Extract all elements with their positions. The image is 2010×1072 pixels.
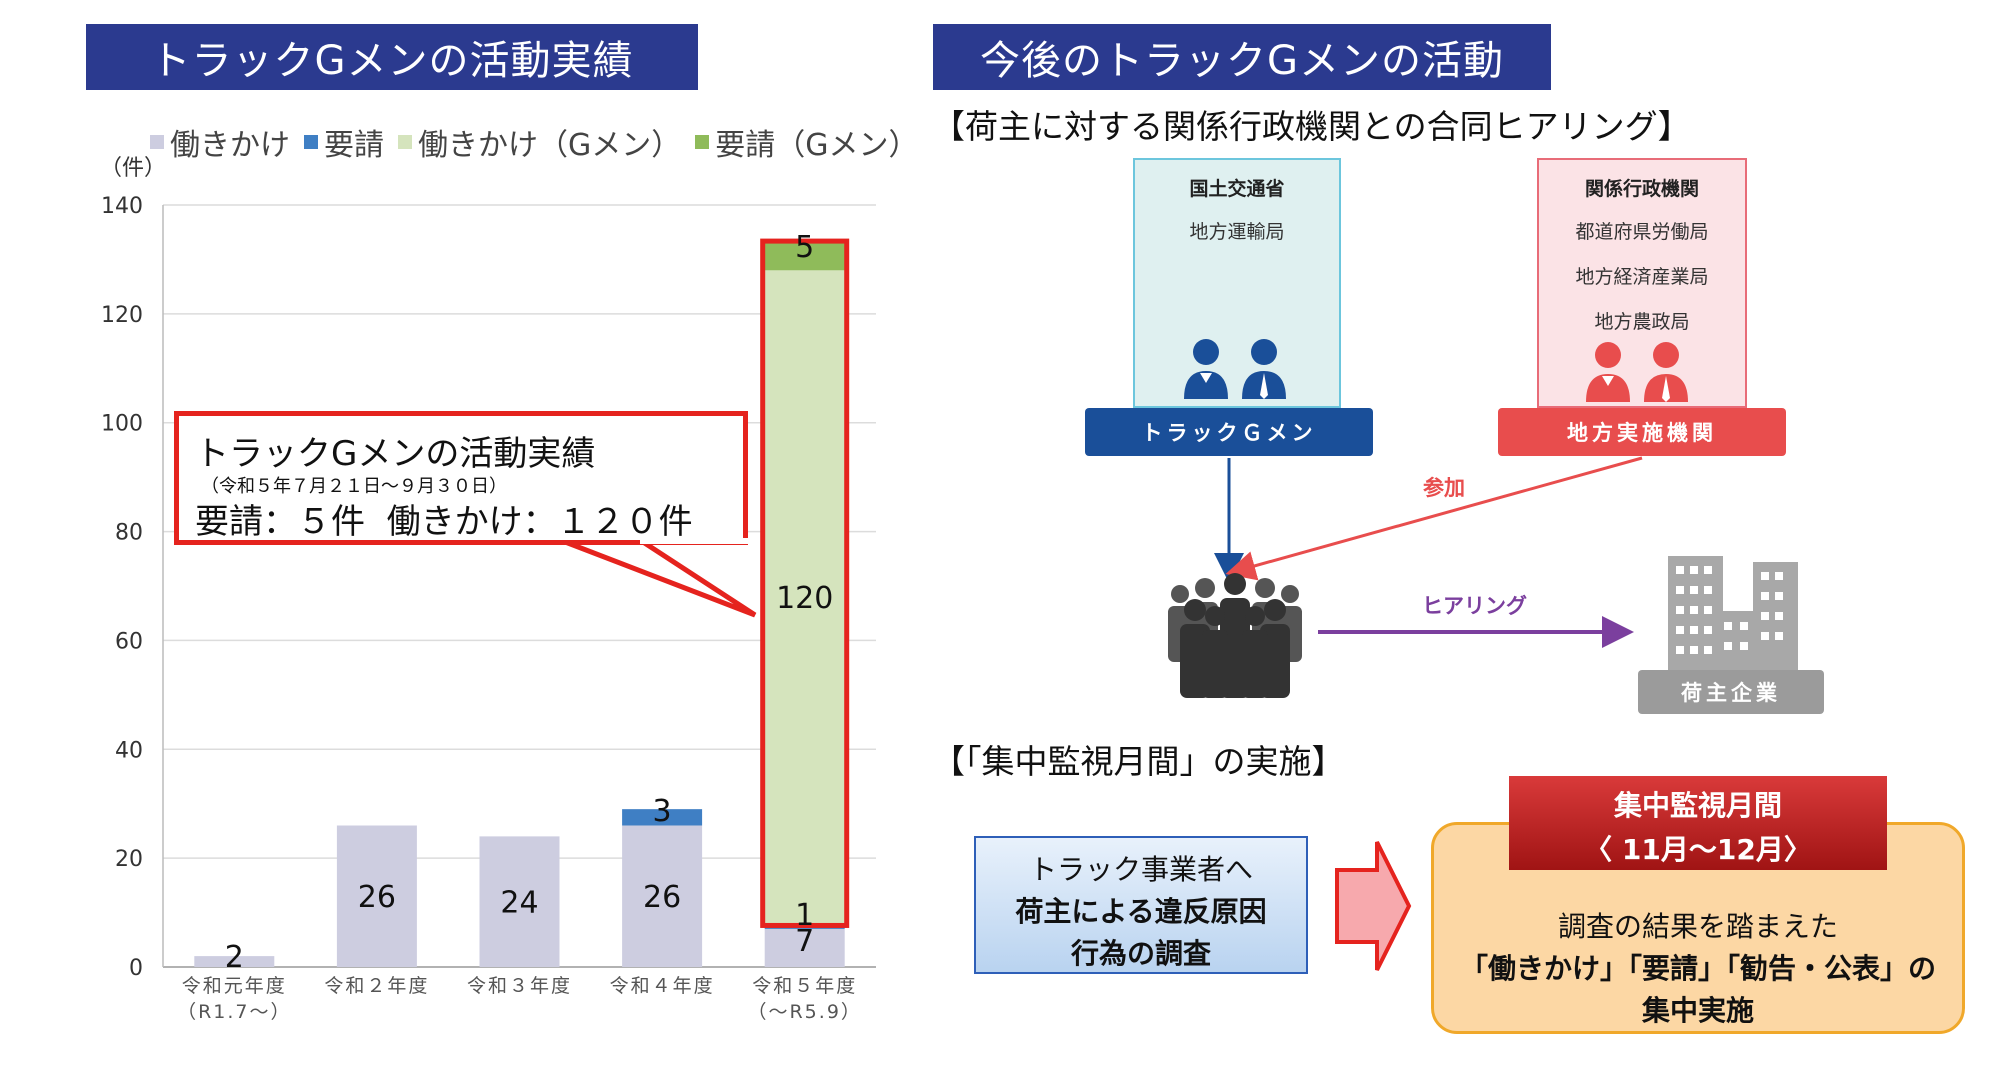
flow-arrows — [1214, 456, 1643, 648]
monitoring-period-banner: 集中監視月間 〈 11月～12月〉 — [1509, 776, 1887, 870]
x-category-label: （～R5.9） — [747, 1001, 861, 1023]
y-tick-label: 140 — [101, 194, 143, 219]
bar-segment — [479, 836, 560, 967]
bar-segment — [764, 243, 845, 271]
chart-legend: 働きかけ 要請 働きかけ（Gメン） 要請（Gメン） — [150, 120, 933, 164]
legend-swatch — [695, 135, 710, 149]
hearing-section-title: 【荷主に対する関係行政機関との合同ヒアリング】 — [932, 107, 1691, 146]
data-label: 120 — [776, 581, 833, 616]
x-category-label: 令和元年度 — [182, 975, 287, 997]
result-line1: 調査の結果を踏まえた — [1557, 910, 1838, 943]
x-category-label: 令和５年度 — [752, 975, 857, 997]
data-label: 26 — [643, 880, 681, 915]
related-item: 都道府県労働局 — [1575, 221, 1709, 243]
monitoring-period-range: 〈 11月～12月〉 — [1584, 833, 1812, 866]
related-agencies-box: 関係行政機関 都道府県労働局 地方経済産業局 地方農政局 — [1537, 158, 1747, 408]
x-category-label: 令和２年度 — [324, 975, 429, 997]
right-arrow-icon — [1335, 841, 1412, 971]
bar-segment — [764, 270, 845, 924]
y-tick-label: 100 — [101, 412, 143, 437]
callout-box: トラックGメンの活動実績 （令和５年７月２１日～９月３０日） 要請：５件 働きか… — [174, 411, 748, 545]
y-tick-label: 0 — [129, 956, 143, 981]
data-label: 24 — [500, 886, 538, 921]
callout-title: トラックGメンの活動実績 — [195, 434, 596, 474]
y-tick-label: 60 — [115, 629, 143, 654]
data-label: 3 — [653, 794, 672, 829]
data-label: 5 — [795, 230, 814, 265]
officials-icon-red — [1586, 342, 1688, 402]
crowd-icon — [1168, 573, 1302, 698]
y-tick-label: 80 — [115, 521, 143, 546]
bar-segment — [622, 809, 703, 826]
data-label: 7 — [795, 924, 814, 959]
data-label: 1 — [795, 898, 814, 933]
legend-swatch — [304, 135, 318, 149]
related-item: 地方農政局 — [1594, 311, 1690, 333]
investigation-line2: 荷主による違反原因 — [1015, 895, 1267, 928]
y-tick-label: 120 — [101, 303, 143, 328]
legend-item: 要請（Gメン） — [695, 120, 919, 164]
local-agency-band: 地方実施機関 — [1498, 408, 1786, 456]
legend-label: 要請（Gメン） — [715, 128, 919, 163]
officials-icon-blue — [1184, 339, 1286, 399]
legend-label: 働きかけ — [170, 128, 290, 163]
x-category-label: （R1.7～） — [177, 1001, 291, 1023]
callout-summary: 要請：５件 働きかけ：１２０件 — [195, 502, 693, 542]
investigation-box: トラック事業者へ 荷主による違反原因 行為の調査 — [974, 836, 1308, 974]
legend-swatch — [150, 135, 164, 149]
y-tick-label: 20 — [115, 847, 143, 872]
mlit-item: 地方運輸局 — [1189, 221, 1285, 243]
data-label: 2 — [225, 940, 244, 975]
gmen-band: トラックＧメン — [1085, 408, 1373, 456]
legend-swatch — [398, 135, 412, 149]
investigation-line3: 行為の調査 — [1070, 937, 1211, 970]
legend-label: 働きかけ（Gメン） — [418, 128, 682, 163]
bar-segment — [336, 825, 417, 967]
hearing-label: ヒアリング — [1422, 594, 1527, 618]
join-label: 参加 — [1423, 476, 1465, 500]
building-icon — [1668, 556, 1798, 671]
mlit-title: 国土交通省 — [1189, 178, 1285, 200]
bar-segment — [622, 825, 703, 967]
y-tick-label: 40 — [115, 738, 143, 763]
bar-segment — [194, 956, 275, 967]
shipper-band: 荷主企業 — [1638, 670, 1824, 714]
mlit-box: 国土交通省 地方運輸局 — [1133, 158, 1341, 408]
related-item: 地方経済産業局 — [1575, 266, 1709, 288]
stacked-bar-chart: 0 20 40 60 80 100 120 140 令和元年度 （R1.7～） 令和２年度 令和３年度… — [101, 194, 876, 1023]
bar-segment — [764, 928, 845, 967]
x-category-label: 令和４年度 — [610, 975, 715, 997]
legend-label: 要請 — [324, 128, 384, 163]
monitoring-period-title: 集中監視月間 — [1613, 789, 1782, 822]
result-line2: 「働きかけ」「要請」「勧告・公表」の — [1459, 952, 1936, 985]
result-line3: 集中実施 — [1641, 994, 1754, 1027]
highlight-frame — [760, 238, 850, 928]
related-title: 関係行政機関 — [1584, 178, 1699, 200]
callout-period: （令和５年７月２１日～９月３０日） — [201, 476, 507, 497]
data-label: 26 — [358, 880, 396, 915]
legend-item: 要請 — [304, 120, 384, 164]
left-header: トラックGメンの活動実績 — [86, 24, 698, 90]
legend-item: 働きかけ — [150, 120, 290, 164]
legend-item: 働きかけ（Gメン） — [398, 120, 681, 164]
y-unit-label: （件） — [100, 156, 167, 181]
monitoring-section-title: 【「集中監視月間」の実施】 — [932, 742, 1345, 781]
right-header: 今後のトラックGメンの活動 — [933, 24, 1551, 90]
investigation-line1: トラック事業者へ — [1028, 853, 1253, 886]
x-category-label: 令和３年度 — [467, 975, 572, 997]
